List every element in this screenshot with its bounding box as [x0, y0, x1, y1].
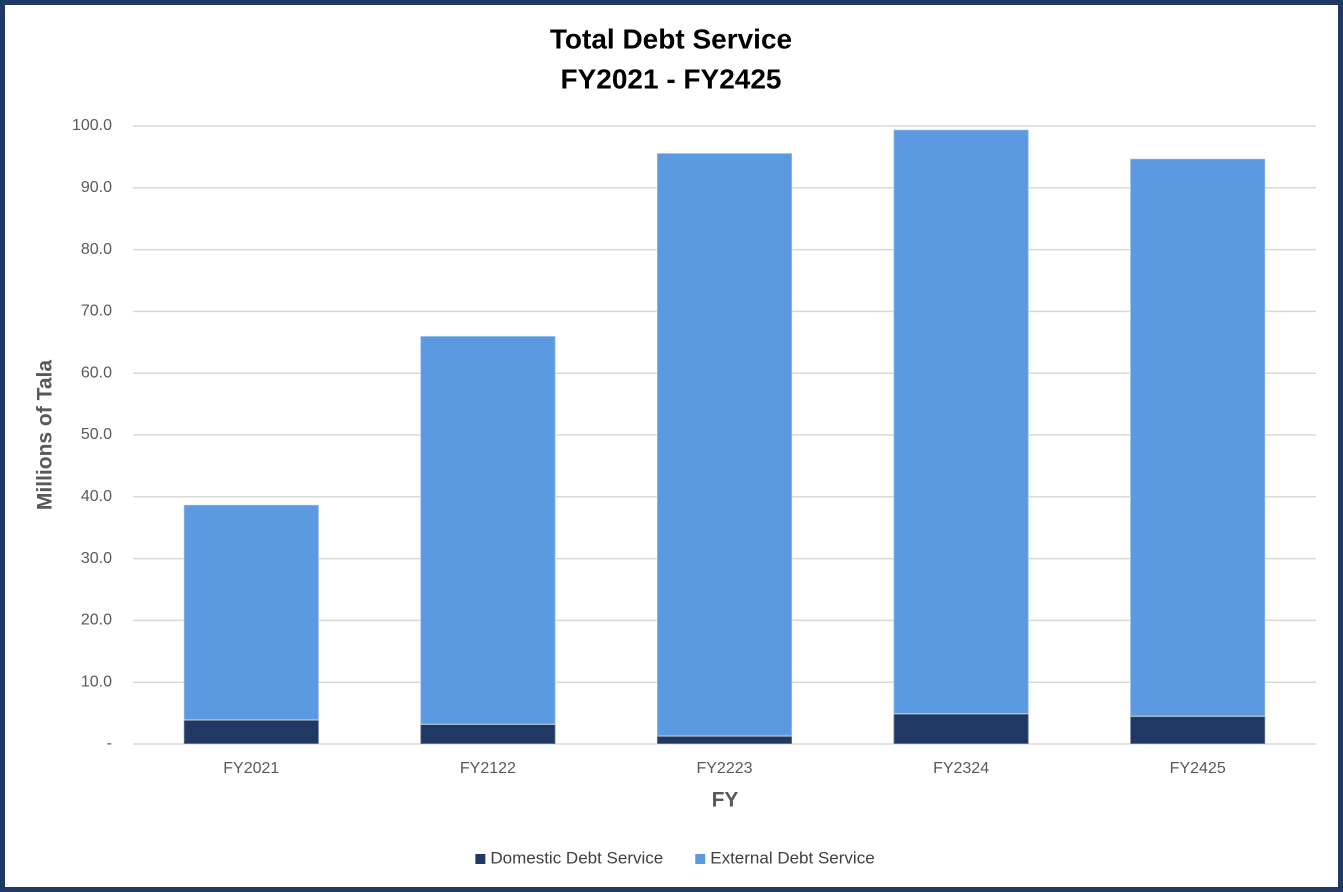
- y-tick-label: 70.0: [81, 303, 112, 320]
- x-tick-label: FY2021: [223, 760, 279, 777]
- y-tick-label: -: [107, 735, 112, 752]
- y-tick-label: 40.0: [81, 488, 112, 505]
- legend-label: External Debt Service: [710, 848, 874, 867]
- y-tick-label: 10.0: [81, 673, 112, 690]
- bar-segment: [1129, 158, 1266, 717]
- legend-swatch: [475, 854, 486, 864]
- legend: Domestic Debt Service External Debt Servi…: [475, 848, 875, 867]
- bar-segment: [656, 735, 793, 745]
- y-tick-label: 100.0: [72, 117, 112, 134]
- bar-segment: [892, 712, 1030, 745]
- bar-segment: [419, 335, 557, 725]
- legend-label: Domestic Debt Service: [490, 848, 663, 867]
- x-tick-label: FY2324: [933, 760, 989, 777]
- y-tick-label: 50.0: [81, 426, 112, 443]
- bar-segment: [183, 719, 320, 745]
- x-axis-title: FY: [712, 789, 739, 812]
- y-tick-label: 90.0: [81, 179, 112, 196]
- bar-segment: [656, 152, 793, 737]
- chart-subtitle: FY2021 - FY2425: [560, 63, 781, 94]
- bar-segment: [419, 723, 557, 745]
- bar-segment: [1129, 715, 1266, 745]
- bar-segment: [892, 128, 1030, 715]
- chart-title: Total Debt Service: [550, 23, 792, 54]
- x-tick-label: FY2122: [460, 760, 516, 777]
- x-tick-label: FY2223: [696, 760, 752, 777]
- y-tick-label: 60.0: [81, 364, 112, 381]
- y-tick-label: 30.0: [81, 550, 112, 567]
- y-tick-label: 80.0: [81, 241, 112, 258]
- y-axis-title: Millions of Tala: [34, 360, 57, 510]
- y-tick-label: 20.0: [81, 612, 112, 629]
- x-tick-label: FY2425: [1170, 760, 1226, 777]
- legend-swatch: [695, 854, 706, 864]
- bar-segment: [183, 504, 320, 721]
